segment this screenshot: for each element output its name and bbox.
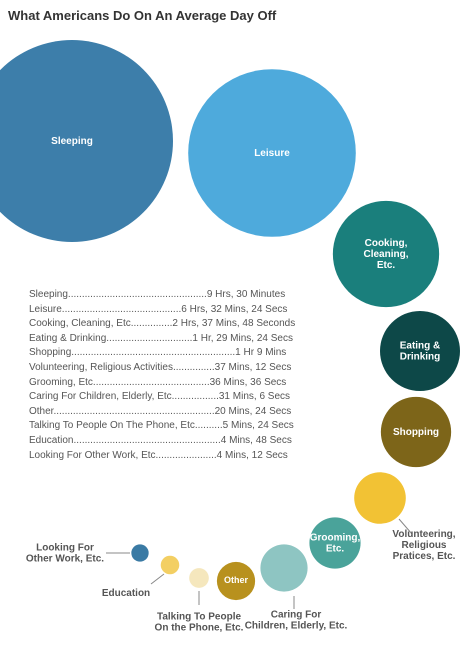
bubble-label-looking-for-other-work-etc-line: Looking For	[36, 542, 94, 553]
bubble-label-education-line: Education	[102, 588, 150, 599]
duration-item-shopping: Shopping................................…	[29, 347, 287, 359]
bubble-label-volunteering-religious-activities-line: Volunteering,	[392, 529, 455, 540]
bubble-label-cooking-cleaning-etc-line: Cooking,	[365, 238, 408, 249]
bubble-label-cooking-cleaning-etc-line: Etc.	[377, 260, 396, 271]
bubble-leisure	[188, 69, 356, 237]
bubble-looking-for-other-work-etc	[131, 544, 149, 562]
bubble-cooking-cleaning-etc	[332, 200, 440, 308]
bubble-label-leisure-line: Leisure	[254, 148, 290, 159]
bubble-volunteering-religious-activities	[354, 472, 406, 524]
duration-item-education: Education...............................…	[29, 434, 292, 446]
leader-line-education	[150, 573, 165, 585]
bubble-label-grooming-etc-line: Etc.	[326, 543, 345, 554]
bubble-eating-and-drinking	[380, 311, 460, 391]
bubble-label-grooming-etc-line: Grooming,	[310, 532, 361, 543]
bubble-label-looking-for-other-work-etc: Looking For Other Work, Etc.	[26, 542, 104, 564]
duration-item-eating-and-drinking: Eating & Drinking.......................…	[29, 332, 293, 344]
duration-item-talking-to-people-on-the-phone-etc: Talking To People On The Phone, Etc.....…	[29, 420, 294, 432]
bubble-label-sleeping: Sleeping	[51, 136, 93, 147]
bubble-label-caring-for-children-elderly-etc-line: Children, Elderly, Etc.	[245, 620, 348, 631]
bubble-label-talking-to-people-on-the-phone-etc-line: On the Phone, Etc.	[155, 622, 244, 633]
bubble-label-cooking-cleaning-etc-line: Cleaning,	[363, 249, 408, 260]
duration-item-caring-for-children-elderly-etc: Caring For Children, Elderly, Etc.......…	[29, 391, 291, 403]
bubble-label-eating-and-drinking-line: Eating &	[400, 340, 441, 351]
duration-item-other: Other...................................…	[29, 405, 292, 417]
bubble-label-other-line: Other	[224, 575, 249, 585]
bubble-label-leisure: Leisure	[254, 148, 290, 159]
leader-line-volunteering-religious-activities	[398, 518, 413, 535]
duration-item-cooking-cleaning-etc: Cooking, Cleaning, Etc...............2 H…	[29, 318, 296, 330]
bubble-education	[160, 555, 180, 575]
duration-item-looking-for-other-work-etc: Looking For Other Work, Etc.............…	[29, 449, 288, 461]
bubble-other	[216, 561, 256, 601]
bubble-grooming-etc	[309, 517, 361, 569]
bubble-label-sleeping-line: Sleeping	[51, 136, 93, 147]
duration-item-leisure: Leisure.................................…	[29, 303, 288, 315]
bubble-label-cooking-cleaning-etc: Cooking, Cleaning, Etc.	[363, 238, 408, 271]
bubble-label-grooming-etc: Grooming, Etc.	[310, 532, 361, 554]
bubble-label-volunteering-religious-activities-line: Pratices, Etc.	[393, 551, 456, 562]
bubble-label-volunteering-religious-activities: Volunteering, Religious Pratices, Etc.	[392, 529, 455, 562]
duration-list: Sleeping................................…	[29, 288, 295, 463]
bubble-label-caring-for-children-elderly-etc: Caring For Children, Elderly, Etc.	[245, 609, 348, 631]
bubble-label-shopping-line: Shopping	[393, 427, 439, 438]
bubble-label-shopping: Shopping	[393, 427, 439, 438]
bubble-sleeping	[0, 40, 173, 242]
bubble-label-looking-for-other-work-etc-line: Other Work, Etc.	[26, 553, 104, 564]
duration-item-volunteering-religious-activities: Volunteering, Religious Activities......…	[29, 361, 292, 373]
bubble-talking-to-people-on-the-phone-etc	[189, 568, 209, 588]
bubble-caring-for-children-elderly-etc	[260, 544, 308, 592]
bubble-shopping	[380, 396, 452, 468]
chart-title: What Americans Do On An Average Day Off	[8, 8, 277, 23]
bubble-label-other: Other	[224, 575, 249, 585]
bubble-label-caring-for-children-elderly-etc-line: Caring For	[271, 609, 322, 620]
bubble-label-education: Education	[102, 588, 150, 599]
duration-item-sleeping: Sleeping................................…	[29, 289, 286, 300]
duration-item-grooming-etc: Grooming, Etc...........................…	[29, 376, 287, 388]
bubble-label-eating-and-drinking-line: Drinking	[400, 351, 441, 362]
bubble-label-eating-and-drinking: Eating & Drinking	[400, 340, 441, 362]
bubble-label-volunteering-religious-activities-line: Religious	[401, 540, 446, 551]
bubble-label-talking-to-people-on-the-phone-etc-line: Talking To People	[157, 611, 242, 622]
bubble-label-talking-to-people-on-the-phone-etc: Talking To People On the Phone, Etc.	[155, 611, 244, 633]
